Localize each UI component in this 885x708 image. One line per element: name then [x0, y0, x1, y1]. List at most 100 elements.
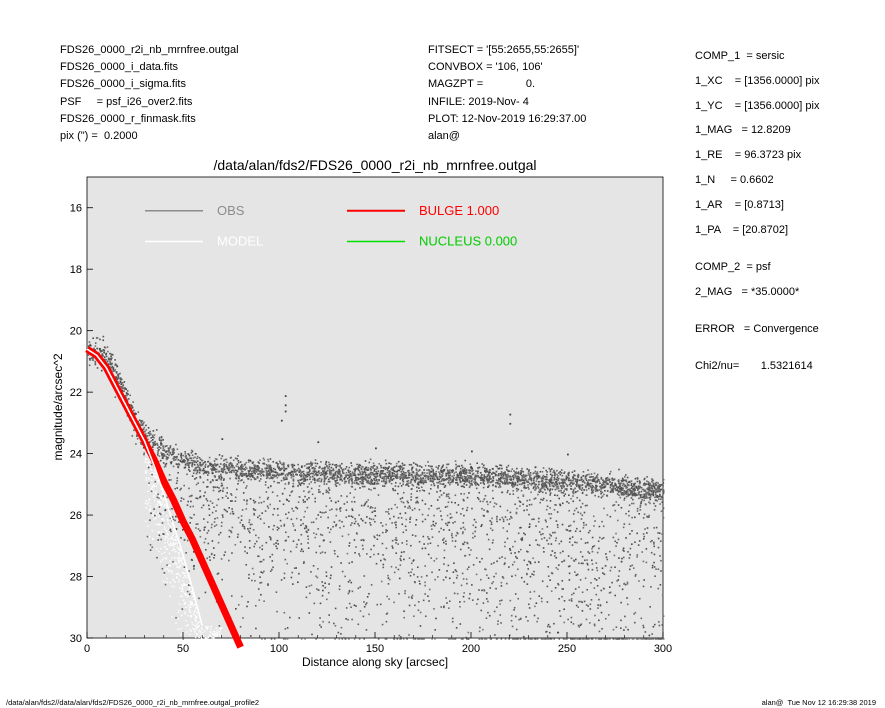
obs-point	[269, 465, 272, 468]
obs-point	[545, 478, 548, 481]
obs-point	[427, 461, 429, 463]
obs-point	[408, 476, 411, 479]
obs-point	[526, 563, 529, 566]
model-point	[156, 504, 158, 506]
model-point	[219, 636, 222, 638]
obs-point	[574, 541, 576, 544]
model-point	[163, 557, 165, 559]
obs-point	[580, 538, 583, 540]
obs-point	[265, 541, 268, 544]
obs-point	[272, 528, 274, 531]
obs-point	[619, 490, 622, 493]
obs-point	[463, 541, 466, 544]
obs-point	[565, 475, 568, 477]
model-point	[195, 632, 198, 635]
obs-point	[258, 470, 260, 472]
model-point	[216, 633, 219, 635]
obs-point	[260, 501, 263, 504]
model-point	[216, 635, 218, 637]
obs-point	[103, 356, 106, 358]
obs-point	[624, 492, 627, 495]
obs-point	[590, 492, 593, 494]
obs-point	[351, 508, 353, 510]
obs-point	[485, 617, 488, 619]
obs-point	[345, 480, 347, 483]
model-point	[183, 593, 186, 595]
obs-point	[477, 475, 479, 478]
obs-point	[315, 465, 317, 468]
obs-point	[599, 485, 601, 488]
obs-point	[563, 472, 565, 474]
obs-point	[176, 477, 179, 479]
obs-point	[627, 481, 630, 484]
obs-point	[648, 514, 650, 517]
model-point	[183, 584, 186, 586]
obs-point	[538, 476, 540, 479]
obs-point	[540, 490, 542, 493]
obs-point	[523, 559, 526, 562]
obs-point	[417, 609, 420, 612]
model-point	[187, 615, 189, 617]
model-point	[151, 489, 154, 491]
obs-point	[434, 638, 436, 640]
obs-point	[633, 494, 636, 496]
obs-point	[200, 506, 203, 509]
obs-point	[392, 467, 395, 469]
obs-point	[373, 510, 376, 512]
obs-point	[471, 473, 474, 476]
obs-point	[303, 527, 306, 530]
obs-point	[211, 467, 214, 470]
obs-point	[374, 479, 377, 482]
obs-point	[511, 482, 513, 484]
obs-point	[399, 512, 402, 515]
obs-point	[604, 617, 607, 620]
obs-point	[91, 356, 94, 359]
obs-point	[638, 497, 640, 500]
obs-point	[160, 435, 163, 438]
obs-point	[622, 479, 625, 482]
obs-point	[290, 518, 293, 521]
obs-point	[207, 529, 210, 532]
obs-point	[624, 484, 626, 487]
obs-point	[506, 518, 509, 521]
obs-point	[399, 635, 402, 638]
obs-point	[309, 476, 312, 479]
obs-point	[367, 479, 370, 482]
obs-point	[357, 473, 360, 476]
obs-point	[595, 579, 598, 581]
obs-point	[603, 486, 605, 489]
obs-point	[446, 602, 448, 604]
obs-point	[305, 476, 308, 478]
model-point	[193, 628, 195, 631]
model-point	[175, 542, 177, 544]
obs-point	[502, 477, 505, 480]
obs-point	[522, 471, 525, 473]
obs-point	[519, 473, 522, 476]
obs-point	[265, 477, 268, 480]
obs-point	[320, 516, 322, 518]
obs-point	[245, 474, 248, 477]
obs-point	[332, 468, 335, 470]
obs-point	[633, 484, 636, 486]
obs-point	[630, 484, 633, 486]
obs-point	[585, 494, 588, 496]
obs-point	[365, 602, 368, 604]
obs-point	[314, 470, 317, 473]
model-point	[144, 472, 147, 474]
obs-point	[446, 472, 449, 475]
obs-point	[546, 476, 548, 478]
obs-point	[529, 475, 531, 477]
obs-point	[280, 468, 282, 471]
obs-point	[410, 478, 413, 481]
obs-point	[382, 563, 385, 566]
obs-point	[401, 497, 404, 499]
obs-point	[102, 355, 104, 357]
model-point	[193, 598, 195, 600]
obs-point	[213, 556, 215, 559]
obs-point	[356, 533, 358, 535]
obs-point	[176, 455, 178, 458]
model-point	[148, 535, 151, 538]
obs-point	[318, 480, 320, 482]
obs-point	[428, 465, 430, 467]
obs-point	[150, 440, 153, 442]
